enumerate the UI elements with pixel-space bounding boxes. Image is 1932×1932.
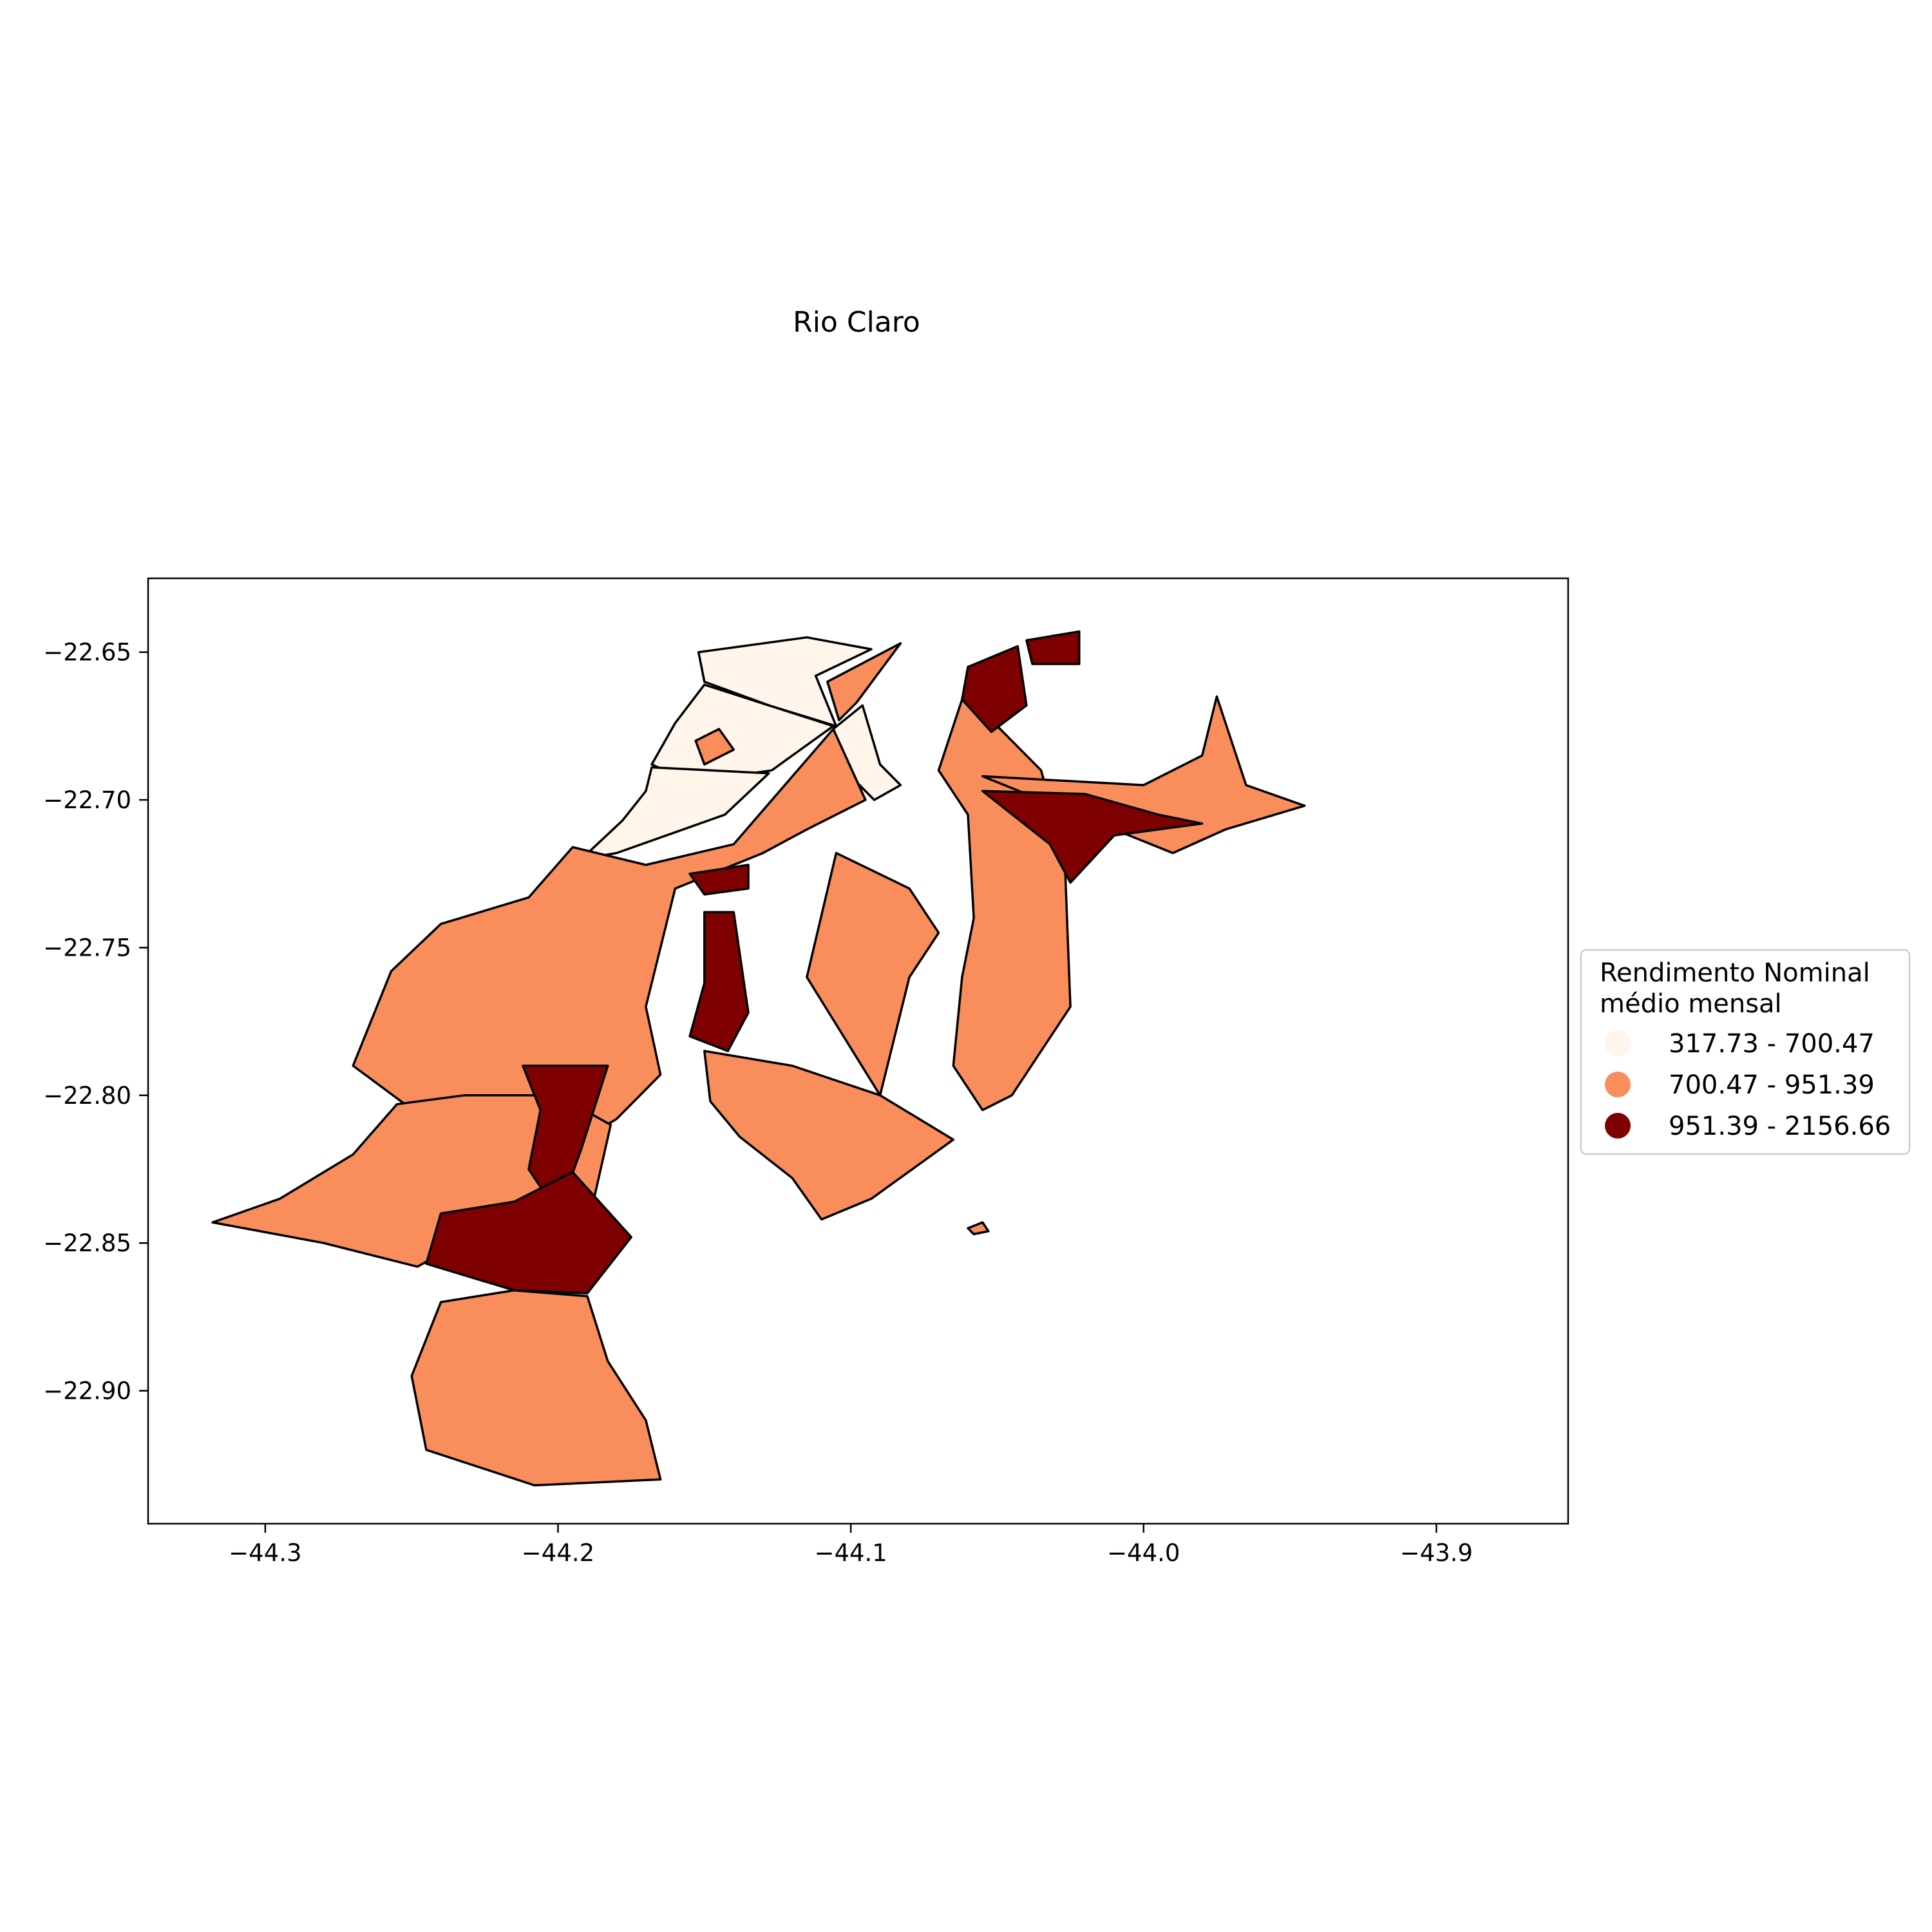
legend-title-line-1: Rendimento Nominal (1600, 958, 1870, 988)
legend-label-low: 317.73 - 700.47 (1669, 1029, 1875, 1059)
x-tick-label: −44.1 (814, 1539, 887, 1567)
y-tick-label: −22.75 (43, 934, 131, 961)
map-title: Rio Claro (793, 306, 920, 339)
region-4 (694, 728, 735, 766)
legend: Rendimento Nominal médio mensal 317.73 -… (1580, 949, 1911, 1155)
x-tick-label: −43.9 (1400, 1539, 1473, 1567)
x-axis: −44.3 −44.2 −44.1 −44.0 −43.9 (229, 1524, 1473, 1567)
region-20 (425, 1171, 632, 1294)
region-5 (826, 642, 902, 721)
region-14 (961, 645, 1028, 734)
legend-frame (1580, 949, 1911, 1155)
region-16 (981, 790, 1204, 884)
region-8 (410, 1289, 662, 1487)
region-10 (806, 851, 940, 1097)
y-axis: −22.65 −22.70 −22.75 −22.80 −22.85 −22.90 (43, 639, 148, 1405)
x-tick-label: −44.2 (522, 1539, 594, 1567)
y-tick-label: −22.90 (43, 1378, 131, 1405)
x-tick-label: −44.0 (1107, 1539, 1180, 1567)
y-tick-label: −22.85 (43, 1229, 131, 1257)
legend-swatch-mid (1605, 1072, 1631, 1097)
y-tick-label: −22.80 (43, 1082, 131, 1110)
legend-label-mid: 700.47 - 951.39 (1669, 1070, 1875, 1100)
regions-layer (211, 630, 1306, 1487)
region-9 (703, 1050, 955, 1221)
legend-title-line-2: médio mensal (1600, 989, 1782, 1019)
region-18 (688, 864, 750, 896)
region-12 (981, 695, 1306, 855)
legend-swatch-high (1605, 1113, 1631, 1139)
region-15 (1025, 630, 1081, 665)
region-17 (688, 911, 750, 1052)
legend-swatch-low (1605, 1030, 1631, 1056)
legend-label-high: 951.39 - 2156.66 (1669, 1112, 1891, 1141)
y-tick-label: −22.70 (43, 786, 131, 814)
y-tick-label: −22.65 (43, 639, 131, 667)
region-13 (967, 1221, 990, 1236)
region-0 (697, 636, 873, 728)
x-tick-label: −44.3 (229, 1539, 301, 1567)
